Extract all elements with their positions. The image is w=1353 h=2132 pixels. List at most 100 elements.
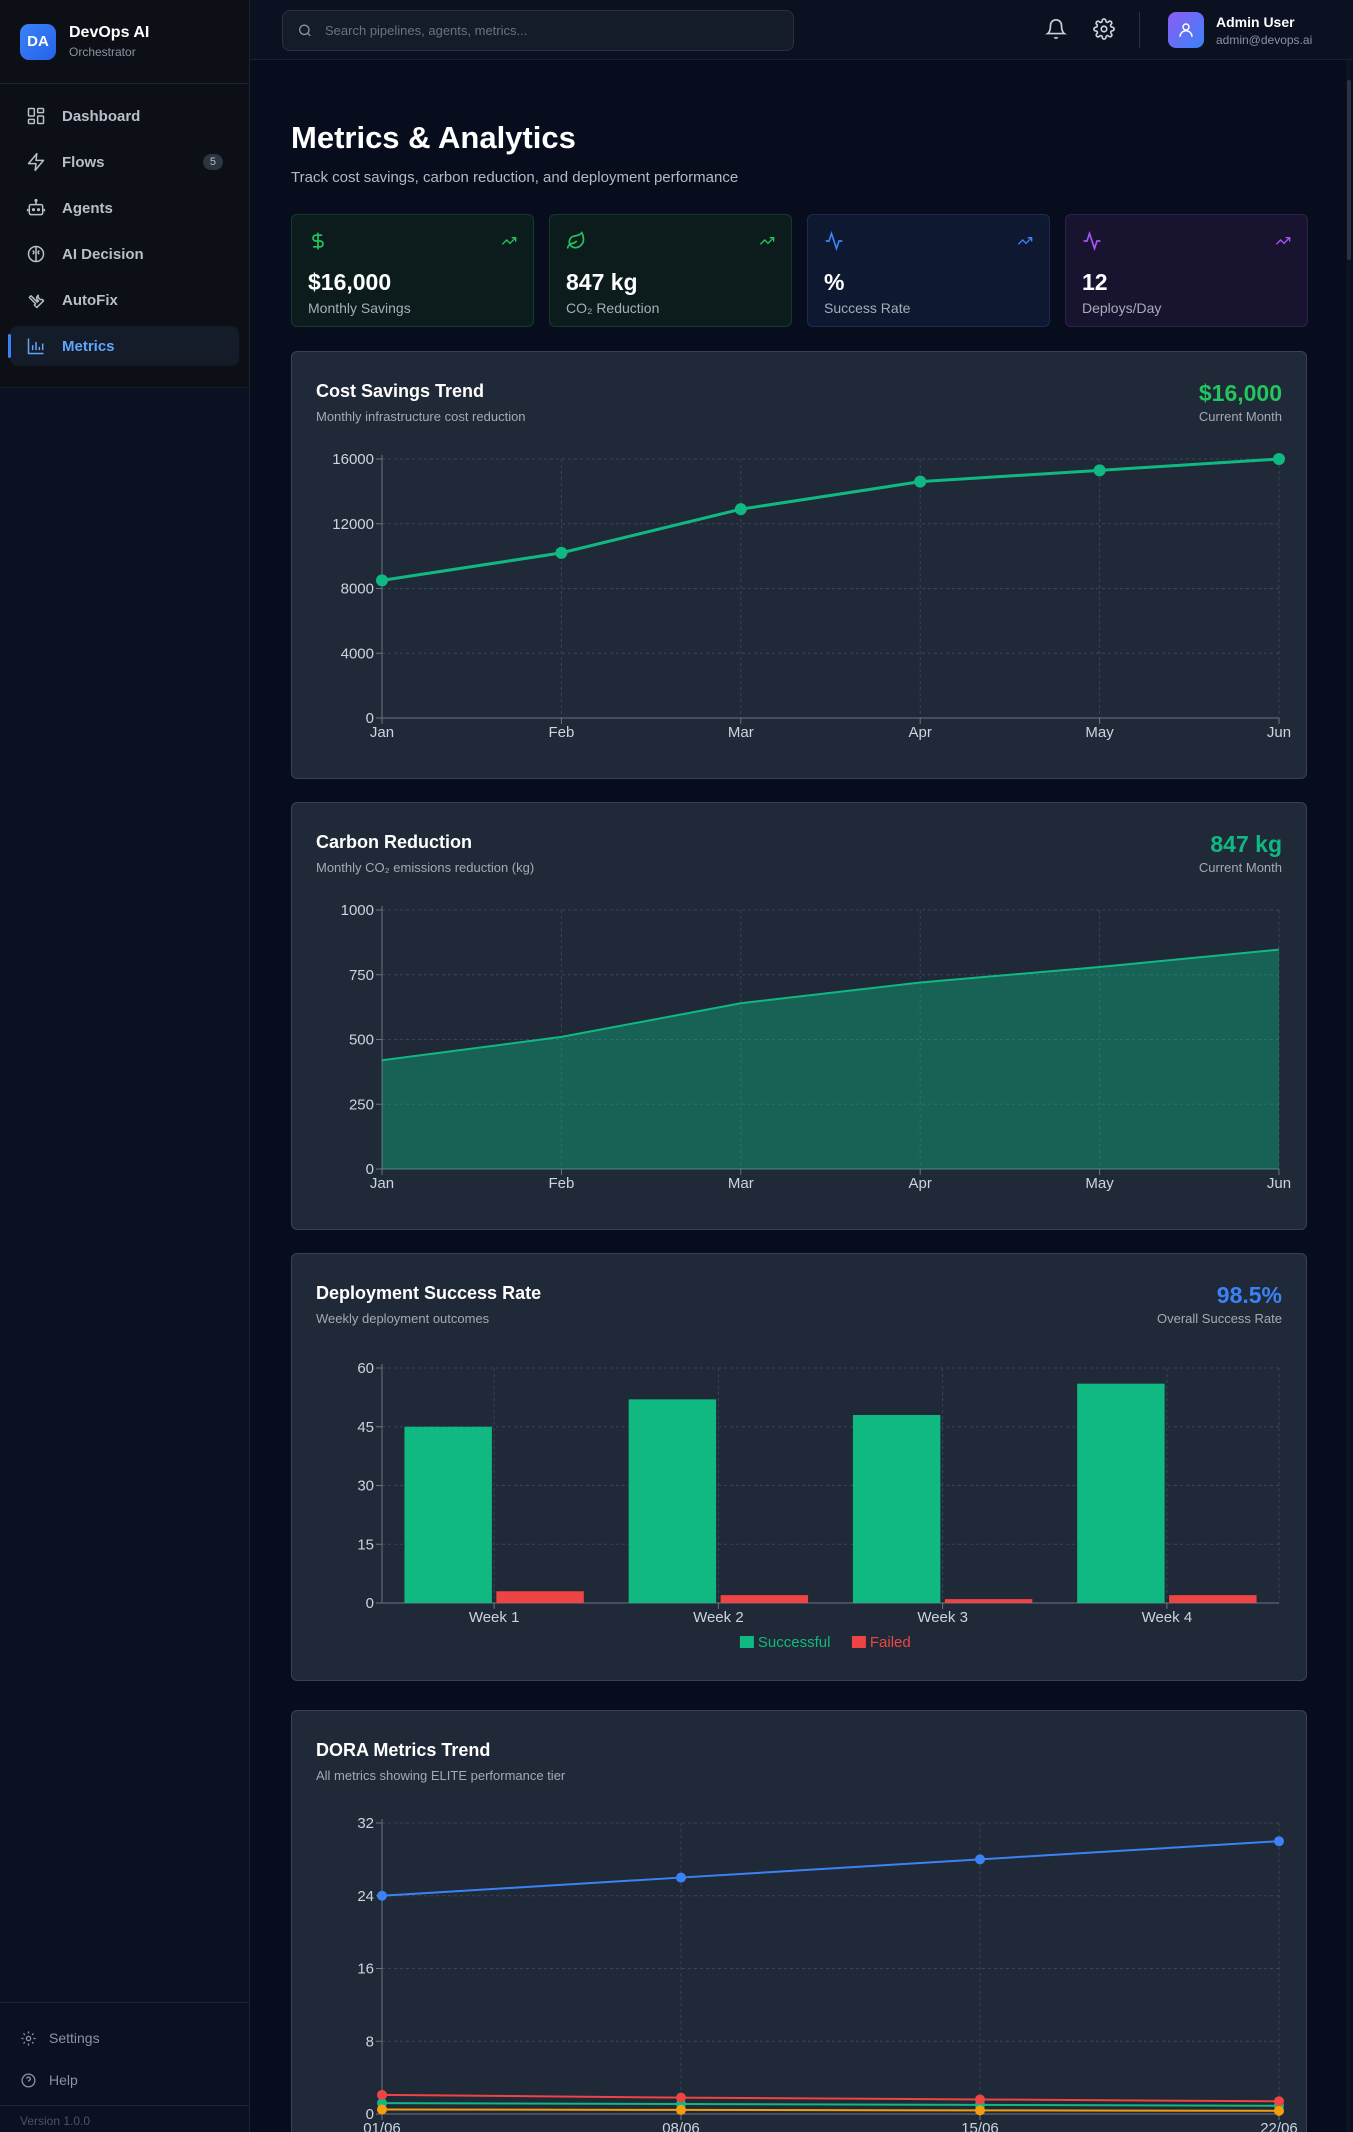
stat-label: CO₂ Reduction bbox=[566, 300, 660, 316]
dashboard-icon bbox=[27, 107, 45, 125]
cost-savings-chart: 0 4000 8000 12000 16000 Jan Feb Mar Apr May Jun bbox=[332, 451, 1291, 741]
legend-label: Failed bbox=[870, 1634, 911, 1651]
deployment-success-card: 0 15 30 45 60 Week 1 Week 2 Week 3 Week 4 Success… bbox=[291, 1253, 1307, 1681]
help-label: Help bbox=[49, 2072, 78, 2088]
x-tick-label: Feb bbox=[548, 1175, 574, 1192]
activity-icon bbox=[1083, 230, 1101, 252]
activity-icon bbox=[825, 230, 843, 252]
scrollbar[interactable] bbox=[1346, 60, 1351, 2132]
x-tick-label: Jun bbox=[1267, 1175, 1291, 1192]
sidebar-help-link[interactable]: Help bbox=[20, 2059, 229, 2101]
bar-successful bbox=[1077, 1383, 1165, 1603]
trending-up-icon bbox=[759, 237, 775, 245]
trending-up-icon bbox=[501, 237, 517, 245]
y-tick-label: 0 bbox=[366, 710, 374, 727]
settings-button[interactable] bbox=[1093, 18, 1115, 40]
y-tick-label: 750 bbox=[349, 967, 374, 984]
x-tick-label: 15/06 bbox=[961, 2120, 999, 2132]
y-tick-label: 8 bbox=[366, 2033, 374, 2050]
sidebar-item-label: AutoFix bbox=[62, 291, 118, 309]
sidebar-item-agents[interactable]: Agents bbox=[10, 188, 239, 228]
app-name: DevOps AI bbox=[69, 24, 150, 41]
data-point bbox=[914, 475, 927, 488]
sidebar-item-label: Flows bbox=[62, 153, 105, 171]
x-tick-label: Week 2 bbox=[693, 1609, 744, 1626]
search-bar[interactable] bbox=[282, 10, 794, 51]
carbon-reduction-card: 0 250 500 750 1000 Jan Feb Mar Apr May Jun Carbon … bbox=[291, 802, 1307, 1230]
x-tick-label: Mar bbox=[728, 1175, 754, 1192]
bar-successful bbox=[628, 1399, 717, 1603]
y-tick-label: 16 bbox=[357, 1961, 374, 1978]
user-email: admin@devops.ai bbox=[1216, 32, 1313, 47]
stat-value: $16,000 bbox=[308, 269, 392, 295]
legend-swatch bbox=[739, 1636, 754, 1648]
stat-label: Success Rate bbox=[824, 300, 911, 316]
data-point bbox=[555, 546, 568, 559]
app-logo: DA bbox=[20, 23, 56, 60]
y-tick-label: 500 bbox=[349, 1032, 374, 1049]
trending-up-icon bbox=[1275, 237, 1291, 245]
card-title: DORA Metrics Trend bbox=[316, 1740, 491, 1760]
card-subtitle: Weekly deployment outcomes bbox=[316, 1311, 490, 1326]
x-tick-label: 22/06 bbox=[1260, 2120, 1298, 2132]
sidebar-item-dashboard[interactable]: Dashboard bbox=[10, 96, 239, 136]
data-point bbox=[377, 2104, 387, 2115]
stat-value: % bbox=[824, 269, 845, 295]
card-headline-value: 847 kg bbox=[1210, 831, 1282, 857]
user-menu[interactable]: Admin User admin@devops.ai bbox=[1168, 12, 1312, 48]
bar-failed bbox=[496, 1591, 584, 1603]
gear-icon bbox=[21, 2030, 36, 2046]
user-icon bbox=[1179, 23, 1193, 37]
y-tick-label: 8000 bbox=[341, 581, 374, 598]
deployment-success-chart: 0 15 30 45 60 Week 1 Week 2 Week 3 Week 4 Success… bbox=[357, 1360, 1280, 1651]
stat-label: Deploys/Day bbox=[1082, 300, 1162, 316]
sidebar-footer: Settings Help Version 1.0.0 bbox=[0, 2002, 249, 2132]
stat-card-success-rate: % Success Rate bbox=[807, 214, 1050, 327]
notifications-button[interactable] bbox=[1045, 18, 1067, 40]
user-name: Admin User bbox=[1216, 13, 1295, 30]
leaf-icon bbox=[566, 231, 585, 249]
sidebar-item-label: Dashboard bbox=[62, 107, 141, 125]
wrench-icon bbox=[28, 294, 45, 309]
card-headline-value: 98.5% bbox=[1216, 1282, 1282, 1308]
area-fill bbox=[382, 949, 1279, 1169]
search-icon bbox=[299, 24, 311, 37]
sidebar-item-ai-decision[interactable]: AI Decision bbox=[10, 234, 239, 274]
stat-card-monthly-savings: $16,000 Monthly Savings bbox=[291, 214, 534, 327]
data-point bbox=[975, 2105, 985, 2116]
main-content: Metrics & Analytics Track cost savings, … bbox=[250, 60, 1353, 2132]
sidebar-item-metrics[interactable]: Metrics bbox=[8, 326, 239, 366]
x-tick-label: Jun bbox=[1267, 724, 1291, 741]
y-tick-label: 45 bbox=[357, 1419, 374, 1436]
search-input[interactable] bbox=[325, 23, 779, 38]
x-tick-label: Jan bbox=[370, 1175, 394, 1192]
sidebar-item-autofix[interactable]: AutoFix bbox=[10, 280, 239, 320]
sidebar-item-flows[interactable]: Flows 5 bbox=[10, 142, 239, 182]
sidebar-settings-link[interactable]: Settings bbox=[20, 2017, 229, 2059]
settings-label: Settings bbox=[49, 2030, 100, 2046]
y-tick-label: 0 bbox=[366, 2106, 374, 2123]
y-tick-label: 16000 bbox=[332, 451, 374, 468]
page-subtitle: Track cost savings, carbon reduction, an… bbox=[291, 169, 739, 186]
sidebar-item-label: AI Decision bbox=[62, 245, 144, 263]
bar-failed bbox=[944, 1599, 1033, 1603]
scrollbar-thumb[interactable] bbox=[1347, 80, 1351, 260]
data-point bbox=[975, 2094, 985, 2105]
y-tick-label: 4000 bbox=[341, 645, 374, 662]
header-divider bbox=[1139, 12, 1140, 48]
y-tick-label: 15 bbox=[357, 1536, 374, 1553]
y-tick-label: 30 bbox=[357, 1478, 374, 1495]
bar-failed bbox=[1169, 1595, 1257, 1603]
legend-swatch bbox=[851, 1636, 866, 1648]
data-point bbox=[1093, 464, 1106, 477]
y-tick-label: 0 bbox=[366, 1595, 374, 1612]
data-point bbox=[376, 574, 388, 587]
dollar-icon bbox=[312, 232, 324, 250]
x-tick-label: May bbox=[1085, 724, 1114, 741]
brand[interactable]: DA DevOps AI Orchestrator bbox=[0, 0, 249, 84]
card-caption: Current Month bbox=[1198, 409, 1282, 424]
series-line bbox=[381, 457, 1280, 582]
x-tick-label: May bbox=[1085, 1175, 1114, 1192]
y-tick-label: 250 bbox=[349, 1096, 374, 1113]
